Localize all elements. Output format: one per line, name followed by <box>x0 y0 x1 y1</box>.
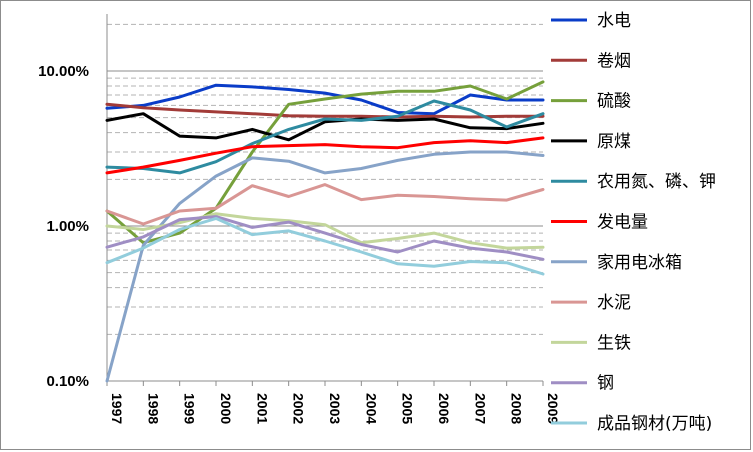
x-tick-label: 2005 <box>400 393 416 424</box>
x-tick-label: 2006 <box>436 393 452 424</box>
legend-label: 卷烟 <box>597 51 631 71</box>
series-line <box>105 212 545 250</box>
legend-label: 家用电冰箱 <box>597 253 682 273</box>
x-tick-label: 2009 <box>545 393 561 424</box>
x-tick-label: 1997 <box>109 393 125 424</box>
series-line <box>105 83 545 116</box>
x-tick-label: 2002 <box>291 393 307 424</box>
legend-label: 农用氮、磷、钾 <box>597 172 716 192</box>
x-tick-label: 2000 <box>218 393 234 424</box>
legend-label: 硫酸 <box>597 92 631 112</box>
legend-label: 水电 <box>597 11 631 31</box>
series-line <box>105 80 545 245</box>
series-lines <box>105 80 545 383</box>
series-line <box>105 215 545 261</box>
series-line <box>105 150 545 383</box>
legend-label: 成品钢材(万吨) <box>597 414 712 434</box>
y-tick-label: 0.10% <box>46 373 89 390</box>
series-line <box>105 102 545 119</box>
y-tick-label: 10.00% <box>38 63 89 80</box>
y-tick-labels: 10.00% 1.00% 0.10% <box>38 63 89 390</box>
series-line <box>105 112 545 142</box>
legend-label: 水泥 <box>597 293 631 313</box>
gridlines <box>107 23 543 382</box>
x-tick-label: 2004 <box>363 393 379 424</box>
y-tick-label: 1.00% <box>46 218 89 235</box>
x-tick-label: 2007 <box>472 393 488 424</box>
legend-label: 原煤 <box>597 132 631 152</box>
legend-label: 生铁 <box>597 333 631 353</box>
x-tick-label: 2001 <box>254 393 270 424</box>
series-line <box>105 136 545 175</box>
x-tick-label: 1998 <box>145 393 161 424</box>
x-tick-label: 1999 <box>182 393 198 424</box>
x-tick-labels: 1997 1998 1999 2000 2001 2002 2003 2004 2005 2006… <box>109 393 561 424</box>
x-tick-label: 2008 <box>509 393 525 424</box>
legend-label: 发电量 <box>597 213 648 233</box>
axes <box>106 14 544 386</box>
series-line <box>105 216 545 276</box>
series-line <box>105 99 545 175</box>
legend-label: 钢 <box>597 374 614 394</box>
series-line <box>105 183 545 226</box>
x-tick-label: 2003 <box>327 393 343 424</box>
